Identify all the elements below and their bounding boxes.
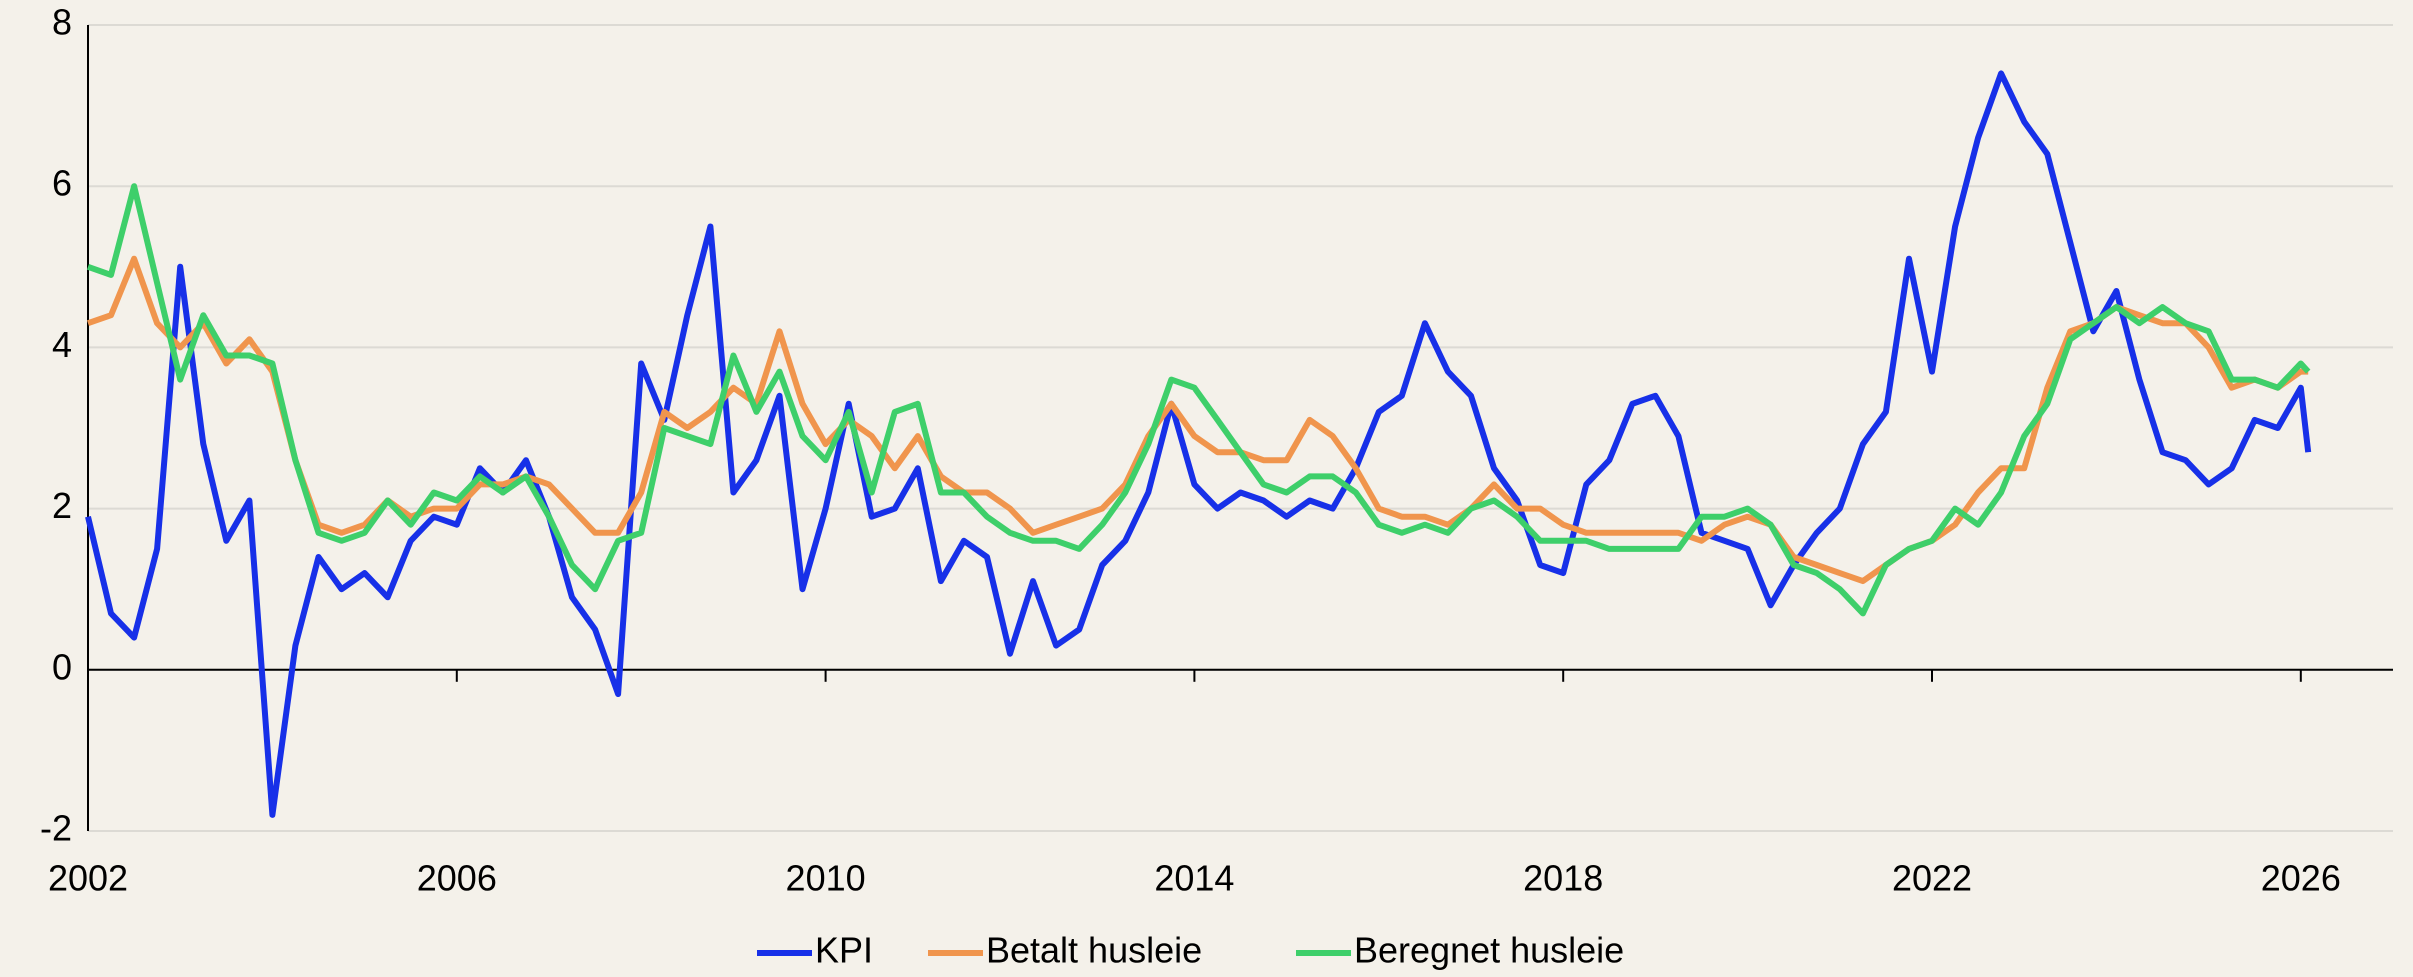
x-tick-label: 2002	[48, 858, 128, 899]
y-tick-label: 8	[52, 2, 72, 43]
series-line	[85, 70, 2312, 818]
x-tick-label: 2022	[1892, 858, 1972, 899]
x-tick-label: 2006	[417, 858, 497, 899]
x-tick-label: 2010	[786, 858, 866, 899]
y-tick-label: 0	[52, 646, 72, 687]
y-tick-label: 4	[52, 324, 72, 365]
legend-label: Beregnet husleie	[1354, 930, 1624, 971]
x-tick-label: 2014	[1154, 858, 1234, 899]
y-tick-label: 6	[52, 163, 72, 204]
x-tick-label: 2026	[2261, 858, 2341, 899]
y-tick-label: 2	[52, 485, 72, 526]
legend-label: KPI	[815, 930, 873, 971]
series-line	[87, 255, 2309, 585]
x-tick-label: 2018	[1523, 858, 1603, 899]
y-tick-label: -2	[40, 808, 72, 849]
series-line	[87, 183, 2311, 617]
legend-label: Betalt husleie	[986, 930, 1202, 971]
